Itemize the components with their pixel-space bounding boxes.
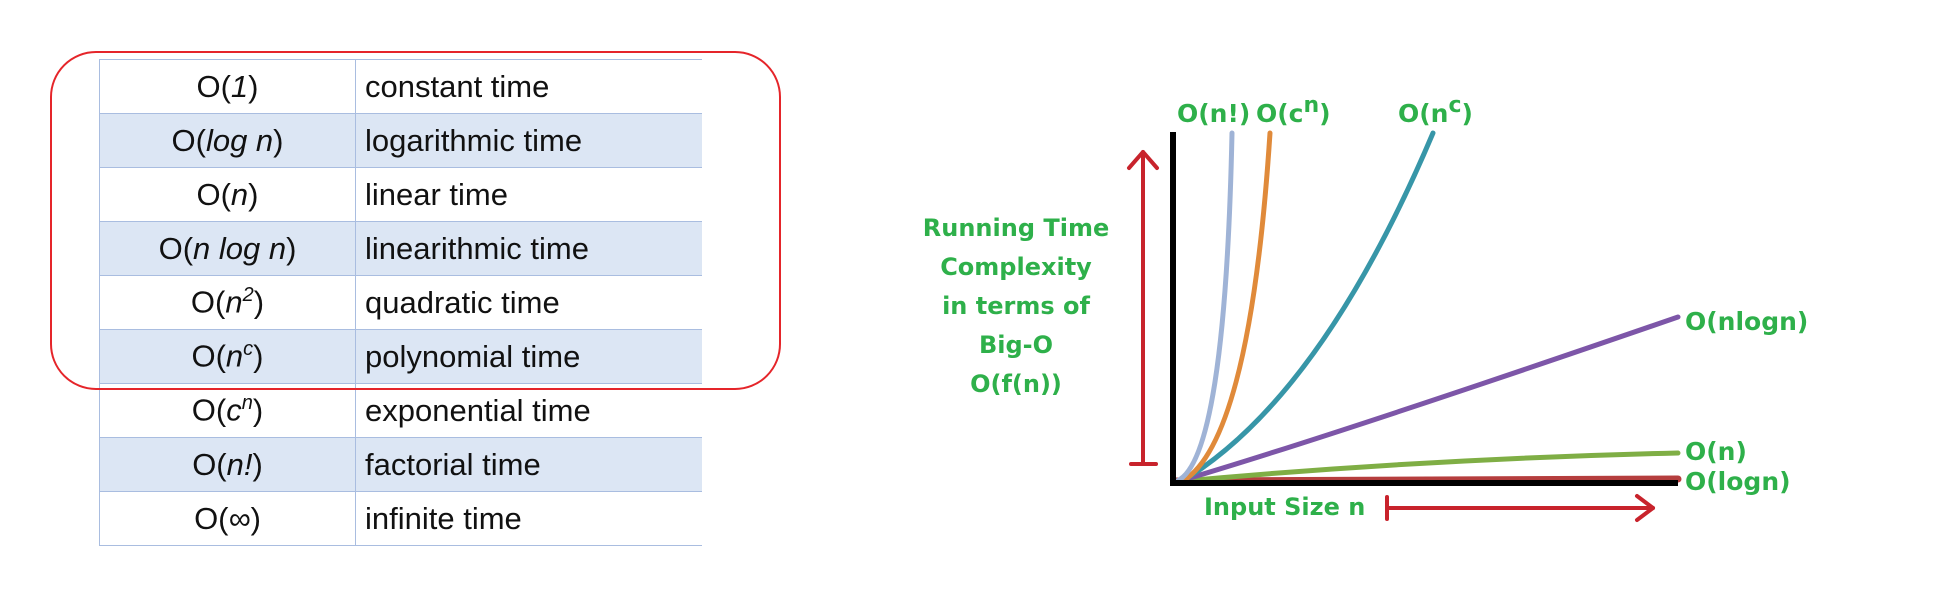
notation-prefix: O( <box>196 176 231 212</box>
curve-labels: O(n!) O(cn) O(nc)O(nlogn)O(n)O(logn) <box>1177 93 1808 496</box>
x-axis-label: Input Size n <box>1204 493 1365 521</box>
notation-cell: O(log n) <box>99 113 356 168</box>
notation-cell: O(1) <box>99 59 356 114</box>
curve-label-text: O(n!) <box>1177 99 1250 128</box>
curve-label-log: O(logn) <box>1685 467 1791 496</box>
y-axis-label-line: Complexity <box>940 253 1092 281</box>
curve-nlogn <box>1170 314 1681 486</box>
description-cell: factorial time <box>355 437 702 492</box>
notation-suffix: ) <box>250 500 261 536</box>
description-cell: quadratic time <box>355 275 702 330</box>
table-row: O(cn) exponential time <box>99 383 702 438</box>
notation-exponent: c <box>243 338 254 361</box>
x-arrow <box>1385 494 1655 522</box>
description-cell: logarithmic time <box>355 113 702 168</box>
notation-term: n! <box>226 446 253 482</box>
notation-exponent: n <box>241 392 253 415</box>
curve-label-factorial: O(n!) <box>1177 99 1250 128</box>
notation-prefix: O( <box>158 230 194 266</box>
description-cell: exponential time <box>355 383 702 438</box>
description-cell: constant time <box>355 59 702 114</box>
notation-term: n <box>225 284 243 320</box>
notation-prefix: O( <box>191 392 227 428</box>
notation-term: n log n <box>193 230 287 266</box>
y-arrow <box>1127 150 1159 466</box>
curve-label-text: O(n <box>1398 99 1448 128</box>
table-row: O(n2) quadratic time <box>99 275 702 330</box>
notation-suffix: ) <box>248 68 259 104</box>
curve-label-text: O(n) <box>1685 437 1747 466</box>
notation-term: 1 <box>230 68 249 104</box>
notation-term: ∞ <box>228 500 251 536</box>
y-axis-label: Running Time Complexity in terms of Big-O O(… <box>923 214 1109 398</box>
curve-linear <box>1170 450 1681 485</box>
curve-label-suffix: ) <box>1462 99 1473 128</box>
notation-term: n <box>230 176 249 212</box>
notation-prefix: O( <box>196 68 231 104</box>
curve-label-linear: O(n) <box>1685 437 1747 466</box>
curve-exponential <box>1180 130 1273 484</box>
table-row: O(n!) factorial time <box>99 437 702 492</box>
y-axis-label-line: Big-O <box>979 331 1053 359</box>
notation-suffix: ) <box>252 446 263 482</box>
table-row: O(nc) polynomial time <box>99 329 702 384</box>
curve-label-suffix: ) <box>1319 99 1330 128</box>
notation-term: log n <box>205 122 274 158</box>
curve-polynomial <box>1176 130 1436 486</box>
table-row: O(1) constant time <box>99 59 702 114</box>
table-row: O(n) linear time <box>99 167 702 222</box>
description-cell: linear time <box>355 167 702 222</box>
notation-term: n <box>225 338 244 374</box>
notation-cell: O(n) <box>99 167 356 222</box>
y-axis-label-line: O(f(n)) <box>970 370 1062 398</box>
description-cell: infinite time <box>355 491 702 546</box>
notation-prefix: O( <box>194 500 229 536</box>
notation-suffix: ) <box>253 284 265 320</box>
notation-suffix: ) <box>273 122 284 158</box>
y-axis-label-line: in terms of <box>942 292 1090 320</box>
y-axis-label-line: Running Time <box>923 214 1109 242</box>
notation-suffix: ) <box>253 338 264 374</box>
curves-layer <box>1170 130 1682 486</box>
notation-suffix: ) <box>248 176 259 212</box>
notation-cell: O(n!) <box>99 437 356 492</box>
notation-prefix: O( <box>171 122 206 158</box>
notation-exponent: 2 <box>242 284 254 307</box>
notation-cell: O(nc) <box>99 329 356 384</box>
notation-prefix: O( <box>190 284 226 320</box>
notation-prefix: O( <box>191 338 226 374</box>
curve-label-text: O(logn) <box>1685 467 1791 496</box>
curve-label-text: O(c <box>1256 99 1304 128</box>
description-cell: polynomial time <box>355 329 702 384</box>
notation-prefix: O( <box>192 446 227 482</box>
notation-cell: O(n2) <box>99 275 356 330</box>
curve-label-text: O(nlogn) <box>1685 307 1808 336</box>
notation-suffix: ) <box>286 230 297 266</box>
notation-cell: O(∞) <box>99 491 356 546</box>
notation-cell: O(cn) <box>99 383 356 438</box>
curve-factorial <box>1174 130 1235 484</box>
table-row: O(∞) infinite time <box>99 491 702 546</box>
curve-label-polynomial: O(nc) <box>1398 93 1473 128</box>
notation-term: c <box>226 392 242 428</box>
notation-cell: O(n log n) <box>99 221 356 276</box>
curve-label-exponent: n <box>1304 93 1320 118</box>
table-row: O(log n) logarithmic time <box>99 113 702 168</box>
curve-label-nlogn: O(nlogn) <box>1685 307 1808 336</box>
curve-label-exponential: O(cn) <box>1256 93 1331 128</box>
complexity-table: O(1) constant time O(log n) logarithmic tim… <box>99 59 702 546</box>
notation-suffix: ) <box>252 392 264 428</box>
curve-label-exponent: c <box>1448 93 1461 118</box>
